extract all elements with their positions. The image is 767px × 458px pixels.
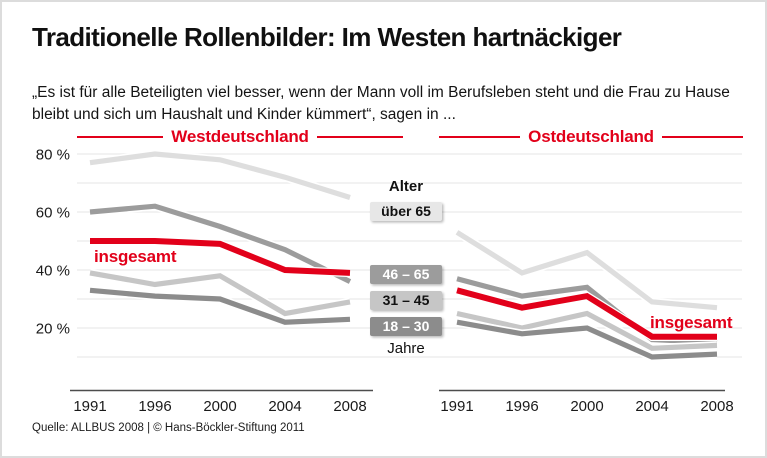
svg-text:2004: 2004: [268, 398, 301, 415]
red-rule-left: [439, 136, 521, 138]
series-18 – 30: [456, 319, 718, 360]
svg-text:2000: 2000: [203, 398, 236, 415]
series-über 65: [89, 151, 351, 200]
series-über 65: [455, 230, 718, 311]
legend-item-18-30: 18 – 30: [370, 317, 442, 336]
svg-text:60 %: 60 %: [36, 205, 70, 222]
series-18 – 30: [89, 287, 351, 325]
legend-title: Alter: [388, 178, 424, 195]
legend-item-31-45: 31 – 45: [370, 291, 442, 310]
svg-text:2004: 2004: [635, 398, 668, 415]
svg-text:20 %: 20 %: [36, 321, 70, 338]
red-rule-right: [661, 136, 744, 138]
page-title: Traditionelle Rollenbilder: Im Westen ha…: [32, 22, 622, 52]
y-axis-labels: 80 % 60 % 40 % 20 %: [36, 147, 70, 338]
legend-item-46-65: 46 – 65: [370, 265, 442, 284]
series-31 – 45: [456, 310, 718, 351]
svg-text:1996: 1996: [138, 398, 171, 415]
svg-text:2000: 2000: [570, 398, 603, 415]
series-46 – 65: [89, 203, 352, 284]
panel-west: 1991 1996 2000 2004 2008: [70, 149, 373, 415]
series-label-insgesamt-west: insgesamt: [94, 247, 177, 266]
panel-east: 1991 1996 2000 2004 2008: [439, 228, 734, 415]
subtitle-quote: „Es ist für alle Beteiligten viel besser…: [32, 83, 730, 123]
red-rule-left: [77, 136, 164, 138]
legend-item-over-65: über 65: [370, 202, 442, 221]
svg-text:1991: 1991: [440, 398, 473, 415]
red-rule-right: [316, 136, 403, 138]
svg-text:80 %: 80 %: [36, 147, 70, 164]
source-note: Quelle: ALLBUS 2008 | © Hans-Böckler-Sti…: [32, 422, 305, 434]
svg-text:1991: 1991: [73, 398, 106, 415]
series-label-insgesamt-east: insgesamt: [650, 313, 733, 332]
panel-title-west: Westdeutschland: [171, 127, 309, 146]
svg-text:1996: 1996: [505, 398, 538, 415]
svg-text:2008: 2008: [700, 398, 733, 415]
panel-header-west: Westdeutschland: [77, 127, 403, 147]
series-insgesamt: [456, 287, 717, 340]
legend-unit: Jahre: [387, 340, 425, 357]
series-31 – 45: [89, 270, 351, 317]
panel-header-east: Ostdeutschland: [439, 127, 744, 147]
svg-text:40 %: 40 %: [36, 263, 70, 280]
svg-text:2008: 2008: [333, 398, 366, 415]
panel-title-east: Ostdeutschland: [528, 127, 654, 146]
series-insgesamt: [90, 238, 351, 276]
